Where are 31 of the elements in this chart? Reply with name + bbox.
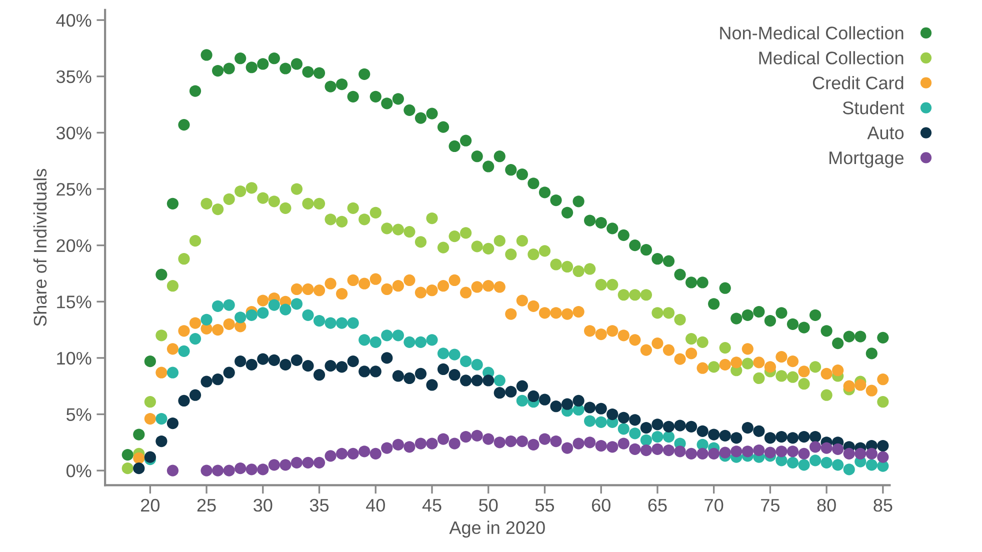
y-tick-label: 5% <box>66 408 92 421</box>
y-tick-label: 20% <box>56 239 92 252</box>
legend-label: Auto <box>867 126 904 140</box>
x-axis-title: Age in 2020 <box>449 520 545 538</box>
legend-label: Mortgage <box>830 152 904 168</box>
y-tick-label: 30% <box>56 126 92 140</box>
legend-label: Non-Medical Collection <box>720 26 904 40</box>
legend-label: Credit Card <box>812 76 904 90</box>
x-tick-label: 55 <box>535 499 554 512</box>
y-tick-label: 0% <box>66 464 92 478</box>
x-tick-label: 65 <box>648 498 667 512</box>
x-tick-label: 70 <box>704 498 724 512</box>
y-axis-title: Share of Individuals <box>33 168 47 326</box>
y-tick-label: 15% <box>57 296 92 308</box>
x-tick-label: 25 <box>197 498 216 512</box>
x-tick-label: 60 <box>592 498 610 512</box>
x-tick-label: 45 <box>422 499 442 512</box>
y-tick-label: 25% <box>56 182 92 196</box>
x-tick-label: 20 <box>141 498 160 512</box>
x-tick-label: 40 <box>366 498 385 512</box>
x-tick-label: 35 <box>310 498 329 512</box>
x-tick-label: 85 <box>874 498 892 512</box>
y-tick-label: 35% <box>56 70 92 84</box>
legend-label: Medical Collection <box>759 51 904 64</box>
x-tick-label: 30 <box>254 498 272 512</box>
y-tick-label: 40% <box>56 14 92 27</box>
legend-label: Student <box>842 101 904 114</box>
x-tick-label: 80 <box>817 498 836 512</box>
x-tick-label: 50 <box>479 498 498 512</box>
y-tick-label: 10% <box>57 352 92 365</box>
x-tick-label: 75 <box>761 499 780 512</box>
